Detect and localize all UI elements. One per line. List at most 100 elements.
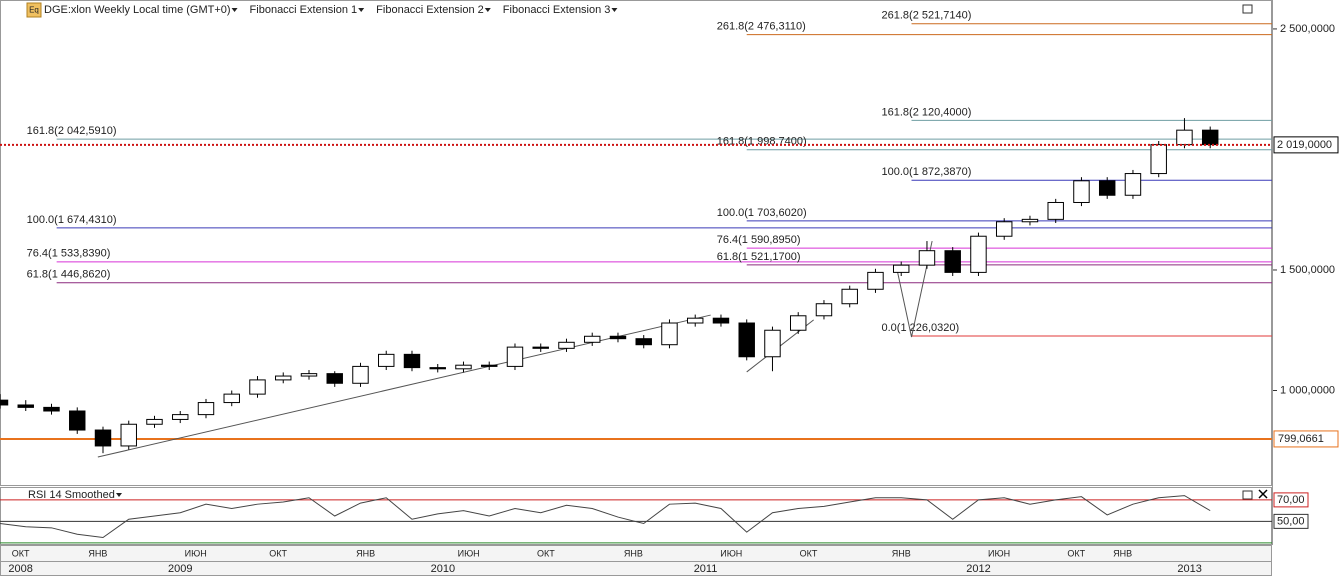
candle-body xyxy=(378,353,395,367)
x-tick-label: ОКТ xyxy=(537,548,555,558)
candle-body xyxy=(300,373,318,377)
fib-level-label: 100.0(1 872,3870) xyxy=(882,166,972,178)
price-label: 799,0661 xyxy=(1278,433,1324,445)
fib-trend-line xyxy=(895,240,933,338)
x-tick-label: ИЮН xyxy=(988,548,1010,558)
x-tick-label: ОКТ xyxy=(800,548,818,558)
x-tick-label: ЯНВ xyxy=(356,548,375,558)
rsi-line xyxy=(0,495,1211,539)
dropdown-arrow[interactable] xyxy=(611,8,618,12)
x-tick-label: ОКТ xyxy=(269,548,287,558)
candle-body xyxy=(326,373,343,384)
year-tick-label: 2009 xyxy=(168,563,192,575)
candle-body xyxy=(558,341,575,349)
dropdown-arrow[interactable] xyxy=(231,8,238,12)
candle-body xyxy=(506,346,524,367)
rsi-level-label: 70,00 xyxy=(1277,494,1305,506)
candle-body xyxy=(94,429,112,447)
x-tick-label: ЯНВ xyxy=(624,548,643,558)
current-price-box xyxy=(1273,136,1339,154)
y-tick-label: 2 500,0000 xyxy=(1280,23,1335,35)
fib-level-label: 61.8(1 521,1700) xyxy=(717,251,801,263)
maximize-button[interactable] xyxy=(1242,4,1253,14)
y-tick-label: 1 000,0000 xyxy=(1280,384,1335,396)
candle-body xyxy=(944,250,961,273)
rsi-level-box xyxy=(1273,513,1309,529)
candle-body xyxy=(584,335,601,343)
year-tick-label: 2008 xyxy=(8,563,32,575)
candle-body xyxy=(789,315,807,331)
fib-level-label: 61.8(1 446,8620) xyxy=(27,269,111,281)
dropdown-arrow[interactable] xyxy=(116,493,122,497)
candle-body xyxy=(867,271,884,290)
year-tick-label: 2011 xyxy=(694,563,718,575)
symbol-icon[interactable] xyxy=(26,2,42,18)
time-axis xyxy=(0,545,1272,576)
y-tick-label: 1 500,0000 xyxy=(1280,264,1335,276)
fib-level-label: 76.4(1 590,8950) xyxy=(717,234,801,246)
fib-level-label: 100.0(1 703,6020) xyxy=(717,207,807,219)
candle-body xyxy=(43,406,60,412)
fib-level-label: 161.8(2 042,5910) xyxy=(27,125,117,137)
year-tick-label: 2012 xyxy=(966,563,990,575)
candle-body xyxy=(403,353,421,369)
candle-body xyxy=(1047,201,1064,220)
rsi-title[interactable]: RSI 14 Smoothed xyxy=(28,489,115,501)
tool-title[interactable]: Fibonacci Extension 1 xyxy=(250,4,358,16)
candle-body xyxy=(249,379,266,395)
candle-body xyxy=(686,317,704,324)
candle-body xyxy=(712,317,730,324)
header: Eq xyxy=(26,2,42,18)
current-price-label: 2 019,0000 xyxy=(1277,139,1332,151)
candle-body xyxy=(352,365,369,384)
dropdown-arrow[interactable] xyxy=(358,8,365,12)
candle-body xyxy=(918,250,936,266)
year-tick-label: 2013 xyxy=(1177,563,1201,575)
rsi-level-label: 50,00 xyxy=(1277,515,1305,527)
candle-body xyxy=(481,364,498,367)
candle-body xyxy=(995,221,1013,237)
candle-body xyxy=(223,393,240,404)
x-tick-label: ЯНВ xyxy=(1113,548,1132,558)
tool-title[interactable]: Fibonacci Extension 2 xyxy=(376,4,484,16)
candle-body xyxy=(892,264,910,273)
candle-body xyxy=(455,364,472,370)
dropdown-arrow[interactable] xyxy=(484,8,491,12)
candle-body xyxy=(532,346,549,349)
tool-title[interactable]: Fibonacci Extension 3 xyxy=(503,4,611,16)
candle-body xyxy=(172,414,189,420)
fib-level-label: 161.8(2 120,4000) xyxy=(882,106,972,118)
candle-body xyxy=(69,410,86,431)
candle-body xyxy=(0,399,9,406)
year-tick-label: 2010 xyxy=(431,563,455,575)
main-panel xyxy=(0,0,1272,486)
candle-body xyxy=(146,418,163,425)
fib-level-label: 0.0(1 226,0320) xyxy=(882,322,960,334)
candle-body xyxy=(815,303,833,317)
symbol-title[interactable]: DGE:xlon Weekly Local time (GMT+0) xyxy=(44,4,231,16)
candle-body xyxy=(1124,173,1142,196)
candle-body xyxy=(661,322,678,346)
x-tick-label: ИЮН xyxy=(185,548,207,558)
fib-level-label: 76.4(1 533,8390) xyxy=(27,248,111,260)
candle-body xyxy=(17,404,34,408)
fib-level-label: 261.8(2 476,3110) xyxy=(717,21,806,33)
maximize-rsi-button[interactable] xyxy=(1242,490,1253,500)
close-rsi-button[interactable] xyxy=(1258,489,1268,499)
rsi-panel xyxy=(0,487,1272,545)
fib-level-label: 100.0(1 674,4310) xyxy=(27,214,117,226)
candle-body xyxy=(1176,129,1193,146)
candle-body xyxy=(1073,180,1090,203)
candle-body xyxy=(738,322,755,358)
price-label-box xyxy=(1273,430,1339,448)
fib-trend-line xyxy=(97,314,711,458)
candle-body xyxy=(970,235,987,273)
x-tick-label: ИЮН xyxy=(720,548,742,558)
x-tick-label: ИЮН xyxy=(458,548,480,558)
candle-body xyxy=(1098,180,1116,196)
x-tick-label: ОКТ xyxy=(1067,548,1085,558)
x-tick-label: ЯНВ xyxy=(892,548,911,558)
candle-body xyxy=(1201,129,1219,146)
